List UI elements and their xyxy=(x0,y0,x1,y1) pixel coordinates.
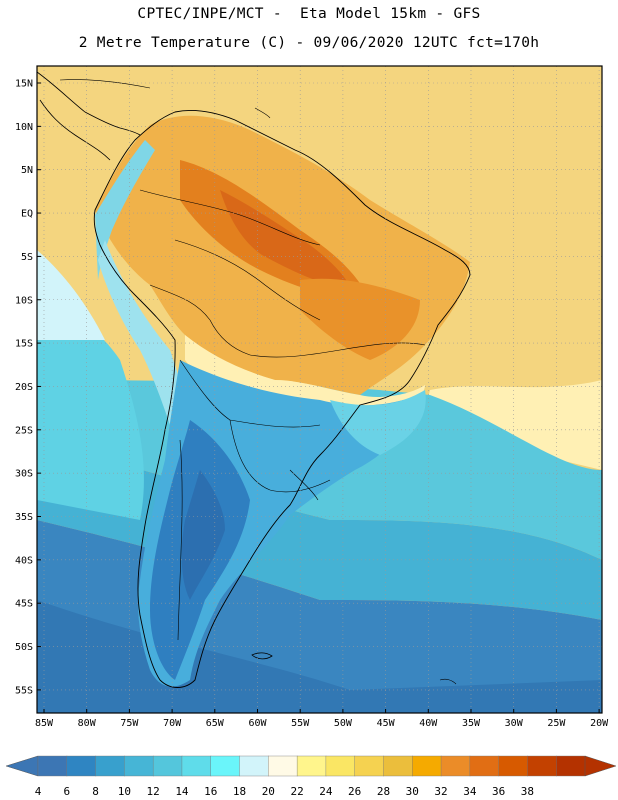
lon-label: 70W xyxy=(163,718,182,729)
colorbar-swatch xyxy=(95,755,125,777)
colorbar-tick-label: 8 xyxy=(92,785,99,798)
colorbar-tick-label: 14 xyxy=(175,785,189,798)
colorbar-swatch xyxy=(325,755,356,777)
colorbar-swatch xyxy=(268,755,298,777)
lat-label: 10S xyxy=(15,295,33,306)
colorbar-tick-label: 26 xyxy=(348,785,361,798)
lat-label: 5N xyxy=(21,165,33,176)
lat-label: 20S xyxy=(15,382,33,393)
map-frame xyxy=(36,65,603,714)
colorbar-labels: 4 6 8 10 12 14 16 18 20 22 24 26 28 30 32 34 36 38 xyxy=(35,785,534,798)
latitude-axis: 15N 10N 5N EQ 5S 10S 15S 20S 25S 30S 35S 40S 45S 50S 5… xyxy=(15,79,41,696)
colorbar-tick-label: 22 xyxy=(290,785,303,798)
colorbar-tick-label: 36 xyxy=(492,785,505,798)
lat-label: 40S xyxy=(15,555,33,566)
colorbar-tick-label: 38 xyxy=(521,785,534,798)
lon-label: 25W xyxy=(547,718,566,729)
lon-label: 20W xyxy=(590,718,609,729)
colorbar-tick-label: 30 xyxy=(406,785,419,798)
colorbar-swatch xyxy=(296,755,327,777)
lon-label: 30W xyxy=(505,718,524,729)
colorbar-tick-label: 24 xyxy=(319,785,333,798)
temperature-colorbar xyxy=(5,755,617,777)
lon-label: 55W xyxy=(291,718,310,729)
colorbar-swatch xyxy=(152,755,183,777)
colorbar-tick-label: 20 xyxy=(262,785,275,798)
colorbar-swatch xyxy=(354,755,384,777)
lat-label: 50S xyxy=(15,642,33,653)
colorbar-swatch xyxy=(469,755,500,777)
colorbar-swatch xyxy=(239,755,269,777)
lat-label: 45S xyxy=(15,599,33,610)
colorbar-swatch xyxy=(124,755,154,777)
colorbar-swatch xyxy=(440,755,471,777)
lon-label: 45W xyxy=(377,718,396,729)
lon-label: 50W xyxy=(334,718,353,729)
colorbar-swatch xyxy=(527,755,557,777)
lat-label: 35S xyxy=(15,512,33,523)
lon-label: 75W xyxy=(120,718,139,729)
lon-label: 85W xyxy=(35,718,54,729)
lat-label: 15S xyxy=(15,339,33,350)
lon-label: 80W xyxy=(78,718,97,729)
lat-label: 15N xyxy=(15,79,33,90)
chart-title-line2: 2 Metre Temperature (C) - 09/06/2020 12U… xyxy=(78,35,540,51)
temperature-field xyxy=(37,66,602,713)
colorbar-swatch xyxy=(556,755,586,777)
lon-label: 35W xyxy=(462,718,481,729)
colorbar-tick-label: 28 xyxy=(377,785,390,798)
lat-label: 10N xyxy=(15,122,33,133)
lon-label: 40W xyxy=(419,718,438,729)
colorbar-arrow-left xyxy=(5,755,39,777)
colorbar-tick-label: 12 xyxy=(147,785,160,798)
longitude-axis: 85W 80W 75W 70W 65W 60W 55W 50W 45W 40W 35W 30W 25W 2… xyxy=(35,709,609,729)
colorbar-swatch xyxy=(37,755,68,777)
colorbar-swatch xyxy=(66,755,97,777)
colorbar-tick-label: 16 xyxy=(204,785,217,798)
chart-title-line1: CPTEC/INPE/MCT - Eta Model 15km - GFS xyxy=(137,6,481,22)
lat-label: 30S xyxy=(15,469,33,480)
colorbar-tick-label: 34 xyxy=(463,785,477,798)
colorbar-arrow-right xyxy=(584,755,617,777)
colorbar-swatch xyxy=(210,755,241,777)
lat-label: 25S xyxy=(15,425,33,436)
colorbar-swatch xyxy=(181,755,212,777)
lat-label: 5S xyxy=(21,252,33,263)
colorbar-tick-label: 10 xyxy=(118,785,131,798)
colorbar-tick-label: 32 xyxy=(434,785,447,798)
lon-label: 65W xyxy=(206,718,225,729)
lat-label: 55S xyxy=(15,685,33,696)
colorbar-tick-label: 18 xyxy=(233,785,246,798)
colorbar-swatch xyxy=(498,755,528,777)
colorbar-swatch xyxy=(383,755,413,777)
colorbar-tick-label: 6 xyxy=(63,785,70,798)
country-borders xyxy=(139,189,426,641)
lat-label: EQ xyxy=(21,209,33,220)
colorbar-swatch xyxy=(412,755,442,777)
lon-label: 60W xyxy=(248,718,267,729)
colorbar-tick-label: 4 xyxy=(35,785,42,798)
